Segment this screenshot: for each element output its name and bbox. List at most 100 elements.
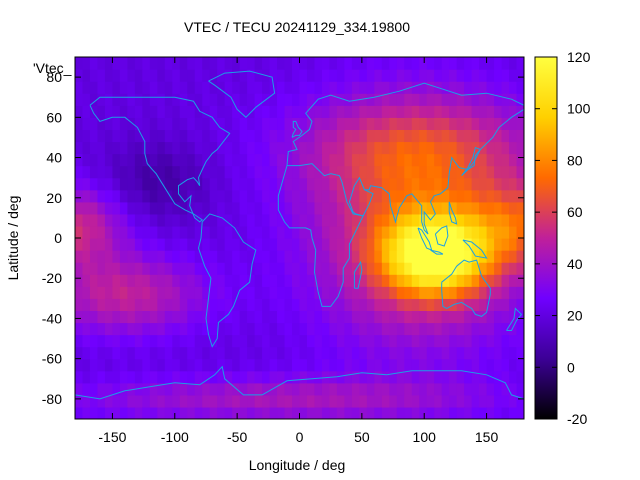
heatmap-cell — [194, 69, 203, 82]
heatmap-cell — [299, 262, 308, 275]
heatmap-cell — [434, 201, 443, 215]
heatmap-cell — [449, 81, 458, 94]
heatmap-cell — [75, 406, 84, 419]
heatmap-cell — [262, 153, 271, 167]
heatmap-cell — [284, 406, 293, 419]
heatmap-cell — [359, 69, 368, 82]
heatmap-cell — [456, 238, 465, 251]
heatmap-cell — [456, 225, 465, 239]
heatmap-cell — [351, 165, 360, 179]
heatmap-cell — [411, 406, 420, 419]
heatmap-cell — [381, 93, 390, 106]
heatmap-cell — [509, 322, 518, 336]
heatmap-cell — [411, 165, 420, 179]
heatmap-cell — [247, 310, 256, 324]
heatmap-cell — [396, 141, 405, 155]
heatmap-cell — [202, 358, 211, 372]
heatmap-cell — [494, 370, 503, 384]
heatmap-cell — [277, 165, 286, 179]
heatmap-cell — [157, 69, 166, 82]
heatmap-cell — [277, 250, 286, 263]
heatmap-cell — [314, 250, 323, 263]
heatmap-cell — [112, 346, 121, 360]
heatmap-cell — [411, 225, 420, 239]
heatmap-cell — [224, 57, 233, 70]
heatmap-cell — [89, 334, 99, 348]
heatmap-cell — [217, 274, 226, 287]
heatmap-cell — [179, 262, 188, 275]
heatmap-cell — [471, 189, 480, 203]
heatmap-cell — [344, 250, 353, 263]
heatmap-cell — [426, 93, 435, 106]
heatmap-cell — [426, 286, 435, 299]
heatmap-cell — [119, 322, 128, 336]
heatmap-cell — [194, 141, 203, 155]
heatmap-cell — [471, 201, 480, 215]
heatmap-cell — [292, 105, 301, 118]
heatmap-cell — [239, 81, 248, 94]
heatmap-cell — [277, 238, 286, 251]
heatmap-cell — [314, 81, 323, 94]
heatmap-cell — [306, 141, 316, 155]
heatmap-cell — [262, 298, 271, 311]
heatmap-cell — [119, 213, 128, 227]
heatmap-cell — [284, 165, 293, 179]
heatmap-cell — [112, 298, 121, 311]
heatmap-cell — [479, 201, 488, 215]
heatmap-cell — [277, 322, 286, 336]
heatmap-cell — [179, 370, 188, 384]
heatmap-cell — [351, 57, 360, 70]
heatmap-cell — [254, 394, 263, 408]
heatmap-cell — [284, 358, 293, 372]
heatmap-cell — [441, 81, 450, 94]
heatmap-cell — [486, 370, 495, 384]
heatmap-cell — [75, 322, 84, 336]
heatmap-cell — [112, 370, 121, 384]
heatmap-cell — [456, 69, 465, 82]
heatmap-cell — [374, 201, 383, 215]
heatmap-cell — [292, 238, 301, 251]
heatmap-cell — [434, 394, 443, 408]
heatmap-cell — [366, 57, 375, 70]
heatmap-cell — [104, 117, 114, 130]
heatmap-cell — [419, 358, 428, 372]
heatmap-cell — [456, 286, 465, 299]
heatmap-cell — [396, 165, 405, 179]
heatmap-cell — [179, 201, 188, 215]
heatmap-cell — [336, 81, 345, 94]
heatmap-cell — [471, 310, 480, 324]
x-axis-ticks: -150 -100 -50 0 50 100 150 — [98, 57, 498, 445]
heatmap-cell — [269, 322, 278, 336]
heatmap-cell — [381, 141, 390, 155]
heatmap-cell — [486, 346, 495, 360]
heatmap-cell — [164, 225, 173, 239]
heatmap-cell — [419, 334, 428, 348]
heatmap-cell — [104, 165, 114, 179]
heatmap-cell — [292, 201, 301, 215]
heatmap-cell — [164, 274, 173, 287]
heatmap-cell — [299, 201, 308, 215]
heatmap-cell — [516, 129, 524, 143]
heatmap-cell — [449, 93, 458, 106]
heatmap-cell — [389, 153, 398, 167]
heatmap-cell — [441, 117, 450, 130]
heatmap-cell — [321, 346, 331, 360]
heatmap-cell — [292, 406, 301, 419]
heatmap-cell — [314, 238, 323, 251]
heatmap-cell — [127, 382, 136, 396]
heatmap-cell — [351, 250, 360, 263]
heatmap-cell — [75, 274, 84, 287]
heatmap-cell — [134, 201, 143, 215]
heatmap-cell — [299, 370, 308, 384]
heatmap-cell — [104, 286, 114, 299]
heatmap-cell — [434, 382, 443, 396]
heatmap-cell — [336, 189, 345, 203]
heatmap-cell — [381, 201, 390, 215]
heatmap-cell — [411, 310, 420, 324]
heatmap-cell — [202, 69, 211, 82]
heatmap-cell — [441, 322, 450, 336]
heatmap-cell — [479, 69, 488, 82]
heatmap-cell — [119, 394, 128, 408]
y-tick-label: 20 — [46, 190, 62, 206]
heatmap-cell — [351, 286, 360, 299]
